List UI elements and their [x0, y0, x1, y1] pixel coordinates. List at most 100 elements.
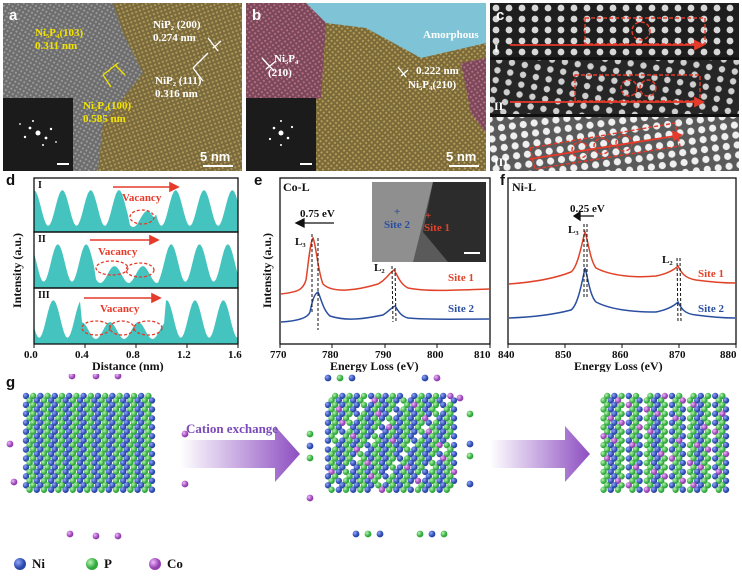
atom [116, 482, 123, 489]
annot-amorphous: Amorphous [423, 29, 479, 41]
atom [607, 441, 614, 449]
atom [130, 419, 138, 426]
atom [712, 419, 719, 426]
atom [414, 441, 422, 449]
atom [102, 392, 109, 400]
atom [375, 464, 382, 471]
atom [600, 477, 607, 485]
atom [432, 446, 440, 453]
atom [332, 410, 339, 418]
atom [658, 459, 665, 467]
atom [346, 428, 353, 435]
atom [130, 455, 138, 462]
atom [432, 437, 440, 444]
scale-label-a: 5 nm [200, 149, 231, 164]
atom [650, 415, 658, 422]
atom [697, 419, 704, 426]
atom [650, 477, 658, 485]
atom [62, 415, 69, 422]
atom [368, 410, 375, 418]
atom [668, 410, 676, 418]
atom [411, 455, 418, 462]
atom [141, 397, 148, 404]
atom [389, 455, 396, 462]
atom [632, 392, 640, 400]
atom [704, 428, 712, 435]
atom [360, 455, 368, 462]
atom [120, 459, 127, 467]
x-axis-label-e: Energy Loss (eV) [330, 359, 419, 372]
atom [690, 482, 697, 489]
atom [722, 468, 730, 476]
atom [339, 419, 346, 426]
atom [611, 455, 618, 462]
atom [604, 419, 611, 426]
annot-0316: 0.316 nm [155, 88, 198, 100]
x-tick-e-4: 810 [474, 349, 491, 361]
atom [386, 415, 393, 422]
atom [84, 432, 91, 440]
atom [440, 455, 447, 462]
atom [368, 446, 375, 453]
atom [40, 441, 48, 449]
atom [123, 455, 130, 462]
atom [404, 455, 411, 462]
annot-ni5p4-210: Ni₅P₄(210) [408, 79, 457, 91]
atom [328, 459, 335, 467]
atom [368, 392, 375, 400]
atom [37, 428, 44, 435]
atom [719, 437, 726, 444]
atom [668, 446, 676, 453]
y-axis-label-d: Intensity (a.u.) [10, 232, 24, 308]
atom [102, 419, 109, 426]
atom [625, 419, 632, 426]
atom [396, 473, 404, 480]
atom [120, 432, 127, 440]
atom [22, 464, 30, 471]
atom [658, 432, 665, 440]
atom [697, 410, 704, 418]
atom [450, 477, 458, 485]
atom [625, 392, 632, 400]
atom [22, 473, 30, 480]
atom [360, 437, 368, 444]
atom [80, 455, 87, 462]
atom [335, 486, 342, 493]
atom [328, 477, 335, 485]
atom [138, 446, 145, 453]
atom [676, 437, 683, 444]
atom [407, 406, 414, 413]
atom [661, 446, 668, 453]
atom [73, 437, 80, 444]
atom [123, 464, 130, 471]
atom [658, 477, 665, 485]
atom [335, 477, 342, 485]
atom [701, 459, 708, 467]
atom [69, 441, 77, 449]
atom [414, 477, 422, 485]
atom [94, 410, 102, 418]
atom [414, 468, 422, 476]
atom [84, 397, 91, 404]
atom [400, 459, 407, 467]
atom [447, 455, 454, 462]
atom [600, 406, 607, 413]
eels-plot-f [507, 177, 737, 348]
atom [611, 392, 618, 400]
atom [647, 446, 654, 453]
atom [360, 392, 368, 400]
atom [360, 401, 368, 409]
atom [22, 401, 30, 409]
atom [719, 401, 726, 409]
y-axis-label-e: Intensity (a.u.) [260, 232, 274, 308]
atom [440, 392, 447, 400]
atom [350, 397, 357, 404]
atom [676, 446, 683, 453]
atom [346, 446, 353, 453]
atom [629, 450, 636, 458]
atom [676, 428, 683, 435]
atom [382, 455, 389, 462]
atom [324, 446, 332, 453]
atom [425, 410, 432, 418]
atom [643, 450, 650, 458]
